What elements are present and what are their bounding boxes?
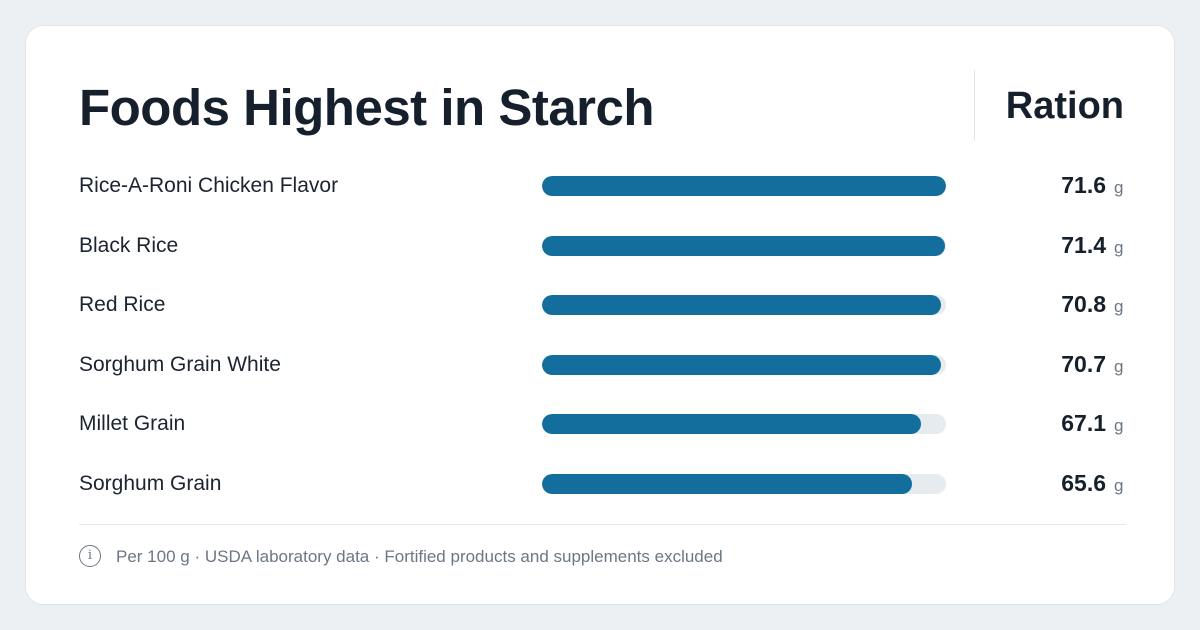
bar-row: Rice-A-Roni Chicken Flavor 71.6 g [26, 166, 1174, 206]
bar [542, 474, 913, 494]
chart-card: Foods Highest in Starch Ration Rice-A-Ro… [25, 25, 1175, 605]
bar-track [542, 295, 946, 316]
bar-unit-label: g [1114, 297, 1124, 317]
bar-value-label: 67.1 [1061, 410, 1106, 437]
bar-track [542, 235, 946, 256]
footer-divider [79, 524, 1126, 525]
bar-label: Red Rice [79, 293, 166, 317]
chart-title: Foods Highest in Starch [79, 79, 655, 136]
bar-label: Millet Grain [79, 412, 186, 436]
bar-unit-label: g [1114, 416, 1124, 436]
bar-value-label: 65.6 [1061, 470, 1106, 496]
bar-unit-label: g [1114, 476, 1124, 495]
info-icon: i [79, 545, 101, 567]
header-divider [974, 70, 975, 141]
footnote: Per 100 g · USDA laboratory data · Forti… [116, 547, 723, 566]
bar [542, 414, 921, 435]
bar [542, 295, 942, 316]
bar-value-label: 70.7 [1061, 350, 1106, 377]
bar [542, 354, 941, 375]
bar-row: Red Rice 70.8 g [26, 285, 1174, 325]
bar-label: Sorghum Grain White [79, 352, 281, 376]
bar-label: Rice-A-Roni Chicken Flavor [79, 174, 339, 197]
bar-row: Sorghum Grain 65.6 g [26, 464, 1174, 504]
bar-track [542, 474, 946, 494]
bar-track [542, 354, 946, 375]
bar-track [542, 414, 946, 435]
bar-value-label: 70.8 [1061, 291, 1106, 318]
bar-label: Black Rice [79, 233, 179, 257]
bar-value-label: 71.4 [1061, 231, 1106, 258]
bar-row: Black Rice 71.4 g [26, 226, 1174, 266]
bar [542, 235, 945, 256]
bar-unit-label: g [1114, 237, 1124, 257]
bar-label: Sorghum Grain [79, 472, 222, 495]
bar-track [542, 176, 946, 196]
bar-unit-label: g [1114, 178, 1124, 197]
bar-row: Sorghum Grain White 70.7 g [26, 345, 1174, 385]
bar [542, 176, 946, 196]
brand-logo: Ration [1005, 85, 1124, 127]
bar-value-label: 71.6 [1061, 172, 1106, 198]
bar-row: Millet Grain 67.1 g [26, 404, 1174, 444]
bar-unit-label: g [1114, 356, 1124, 376]
